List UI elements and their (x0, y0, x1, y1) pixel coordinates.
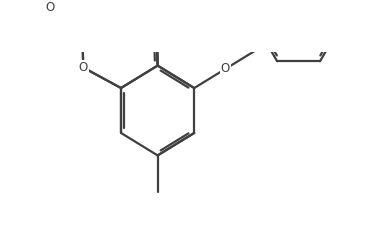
Text: O: O (79, 61, 88, 74)
Text: O: O (221, 62, 230, 76)
Text: O: O (45, 1, 54, 14)
